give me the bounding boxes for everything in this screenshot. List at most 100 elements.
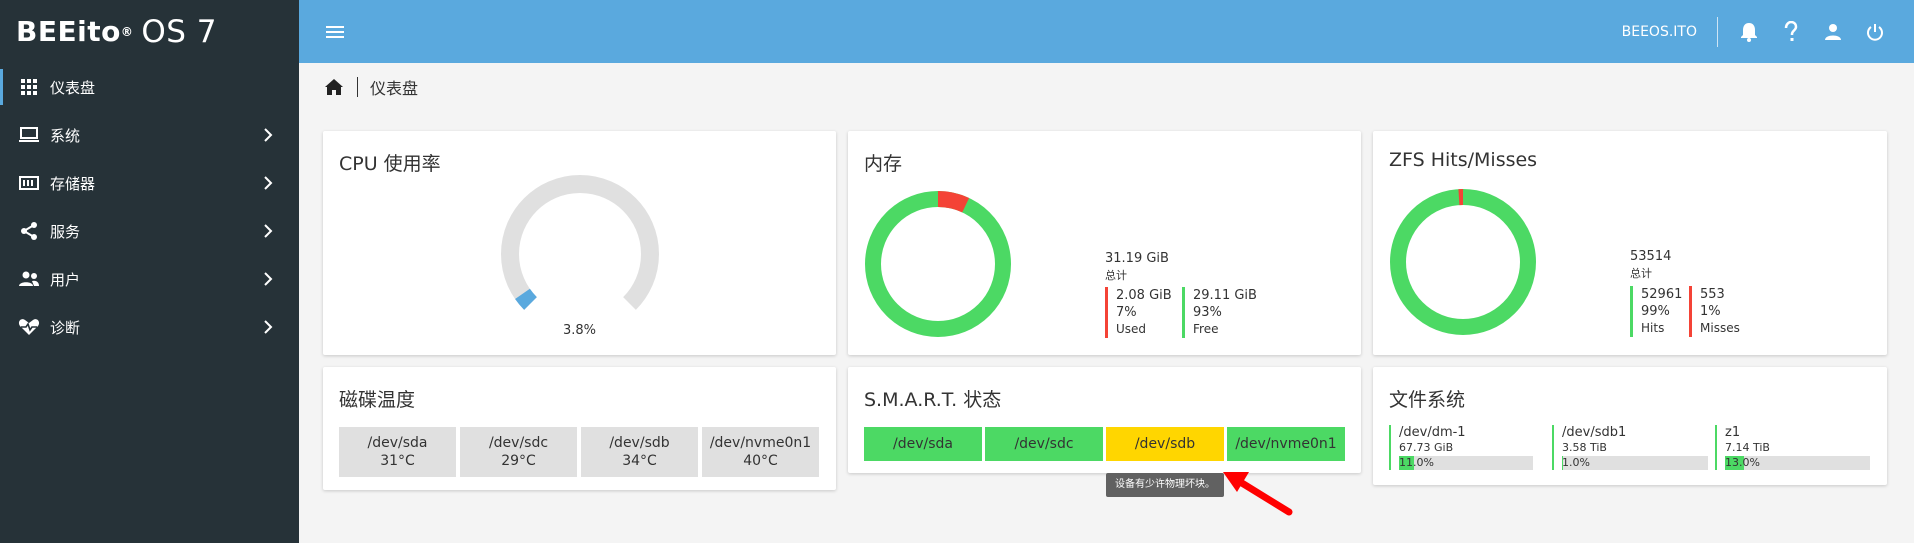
smart-tile[interactable]: /dev/sda bbox=[864, 427, 982, 461]
zfs-misses-value: 553 bbox=[1700, 287, 1725, 302]
fs-usage-fill bbox=[1725, 456, 1744, 470]
sidebar-item-label: 诊断 bbox=[50, 318, 81, 337]
topbar-divider bbox=[1717, 16, 1718, 47]
sidebar-nav: 仪表盘 系统 存储器 服务 用户 bbox=[0, 63, 299, 351]
filesystems-card: 文件系统 /dev/dm-1 67.73 GiB 11.0% /dev/sdb1… bbox=[1373, 367, 1887, 485]
sidebar-item-system[interactable]: 系统 bbox=[0, 111, 299, 159]
memory-used-legend: 2.08 GiB 7% Used bbox=[1105, 287, 1172, 338]
memory-card: 内存 31.19 GiB 总计 2.08 GiB 7% Used 29.11 G… bbox=[848, 131, 1361, 355]
memory-total-value: 31.19 GiB bbox=[1105, 251, 1169, 266]
share-icon bbox=[18, 220, 40, 242]
card-title: CPU 使用率 bbox=[339, 153, 441, 175]
memory-used-label: Used bbox=[1116, 322, 1147, 336]
cpu-usage-label: 3.8% bbox=[563, 323, 597, 338]
fs-usage-bar: 13.0% bbox=[1725, 456, 1870, 470]
disk-temp: 40°C bbox=[743, 453, 778, 469]
brand-os: OS 7 bbox=[141, 13, 217, 50]
sidebar-item-diagnostics[interactable]: 诊断 bbox=[0, 303, 299, 351]
home-icon[interactable] bbox=[323, 76, 345, 98]
fs-usage-bar: 1.0% bbox=[1562, 456, 1708, 470]
sidebar: BEEito ® OS 7 仪表盘 系统 存储器 服务 bbox=[0, 0, 299, 543]
disk-name: /dev/sdc bbox=[488, 435, 549, 451]
users-icon bbox=[18, 268, 40, 290]
memory-used-percent: 7% bbox=[1116, 305, 1137, 320]
smart-tile-warning[interactable]: /dev/sdb bbox=[1106, 427, 1224, 461]
sidebar-item-label: 存储器 bbox=[50, 174, 96, 193]
brand-name: BEEito bbox=[16, 15, 121, 48]
zfs-card: ZFS Hits/Misses 53514 总计 52961 99% Hits … bbox=[1373, 131, 1887, 355]
smart-tile[interactable]: /dev/nvme0n1 bbox=[1227, 427, 1345, 461]
sidebar-item-label: 仪表盘 bbox=[50, 78, 96, 97]
card-title: ZFS Hits/Misses bbox=[1389, 149, 1538, 171]
zfs-donut bbox=[1390, 189, 1536, 335]
brand-logo[interactable]: BEEito ® OS 7 bbox=[0, 0, 299, 63]
memory-total-label: 总计 bbox=[1105, 269, 1127, 282]
fs-name: /dev/dm-1 bbox=[1399, 425, 1466, 440]
sidebar-item-label: 用户 bbox=[50, 270, 81, 289]
card-title: 内存 bbox=[864, 153, 903, 175]
fs-usage-percent: 11.0% bbox=[1399, 456, 1434, 469]
sidebar-item-dashboard[interactable]: 仪表盘 bbox=[0, 63, 299, 111]
filesystem-item: /dev/dm-1 67.73 GiB 11.0% bbox=[1389, 425, 1533, 470]
disk-name: /dev/sda bbox=[367, 435, 428, 451]
power-icon[interactable] bbox=[1864, 21, 1886, 43]
sidebar-item-services[interactable]: 服务 bbox=[0, 207, 299, 255]
card-title: 磁碟温度 bbox=[339, 389, 416, 411]
user-icon[interactable] bbox=[1822, 21, 1844, 43]
memory-total: 31.19 GiB 总计 bbox=[1105, 250, 1169, 284]
smart-tooltip: 设备有少许物理坏块。 bbox=[1106, 473, 1224, 497]
hostname: BEEOS.ITO bbox=[1621, 23, 1697, 40]
storage-icon bbox=[18, 172, 40, 194]
topbar: BEEOS.ITO bbox=[299, 0, 1914, 63]
fs-name: /dev/sdb1 bbox=[1562, 425, 1627, 440]
bell-icon[interactable] bbox=[1738, 21, 1760, 43]
fs-usage-bar: 11.0% bbox=[1399, 456, 1533, 470]
memory-free-value: 29.11 GiB bbox=[1193, 288, 1257, 303]
card-title: 文件系统 bbox=[1389, 389, 1466, 411]
donut-used-segment bbox=[937, 191, 970, 213]
zfs-misses-percent: 1% bbox=[1700, 304, 1721, 319]
help-icon[interactable] bbox=[1780, 20, 1802, 43]
disk-temp: 31°C bbox=[380, 453, 415, 469]
menu-icon[interactable] bbox=[323, 20, 347, 44]
disk-temp: 34°C bbox=[622, 453, 657, 469]
chevron-right-icon bbox=[253, 128, 283, 142]
chevron-right-icon bbox=[253, 320, 283, 334]
zfs-hits-percent: 99% bbox=[1641, 304, 1670, 319]
filesystem-item: z1 7.14 TiB 13.0% bbox=[1715, 425, 1870, 470]
fs-usage-percent: 13.0% bbox=[1725, 456, 1760, 469]
sidebar-item-label: 系统 bbox=[50, 126, 81, 145]
smart-tile[interactable]: /dev/sdc bbox=[985, 427, 1103, 461]
sidebar-item-users[interactable]: 用户 bbox=[0, 255, 299, 303]
disk-temp-tile: /dev/nvme0n1 40°C bbox=[702, 427, 819, 477]
disk-temp-tile: /dev/sdc 29°C bbox=[460, 427, 577, 477]
arrow-annotation-icon bbox=[1223, 472, 1293, 516]
card-title: S.M.A.R.T. 状态 bbox=[864, 389, 1002, 411]
gauge-track bbox=[501, 175, 659, 310]
zfs-hits-legend: 52961 99% Hits bbox=[1630, 286, 1682, 337]
registered-mark: ® bbox=[120, 24, 134, 39]
disk-temp-tile: /dev/sda 31°C bbox=[339, 427, 456, 477]
disk-temp-card: 磁碟温度 /dev/sda 31°C /dev/sdc 29°C /dev/sd… bbox=[323, 367, 836, 490]
memory-free-percent: 93% bbox=[1193, 305, 1222, 320]
donut-free-segment bbox=[865, 191, 1011, 337]
zfs-total: 53514 总计 bbox=[1630, 248, 1671, 282]
cpu-gauge bbox=[501, 175, 659, 310]
zfs-total-label: 总计 bbox=[1630, 267, 1652, 280]
fs-size: 3.58 TiB bbox=[1562, 441, 1607, 454]
chevron-right-icon bbox=[253, 224, 283, 238]
zfs-total-value: 53514 bbox=[1630, 249, 1672, 264]
gauge-fill bbox=[515, 288, 537, 310]
heartbeat-icon bbox=[18, 316, 40, 338]
chevron-right-icon bbox=[253, 176, 283, 190]
zfs-misses-legend: 553 1% Misses bbox=[1689, 286, 1740, 337]
zfs-hits-label: Hits bbox=[1641, 321, 1665, 335]
cpu-card: CPU 使用率 3.8% bbox=[323, 131, 836, 355]
sidebar-item-storage[interactable]: 存储器 bbox=[0, 159, 299, 207]
fs-size: 7.14 TiB bbox=[1725, 441, 1770, 454]
zfs-hits-value: 52961 bbox=[1641, 287, 1683, 302]
zfs-misses-label: Misses bbox=[1700, 321, 1740, 335]
fs-usage-fill bbox=[1399, 456, 1414, 470]
filesystem-item: /dev/sdb1 3.58 TiB 1.0% bbox=[1552, 425, 1708, 470]
fs-name: z1 bbox=[1725, 425, 1741, 440]
